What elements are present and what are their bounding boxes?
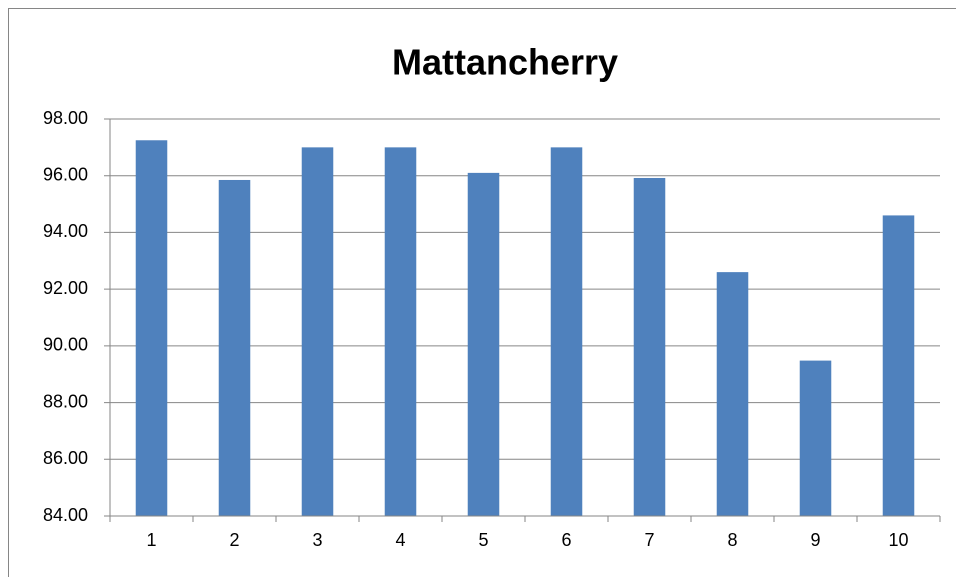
bar (384, 147, 417, 516)
bar (135, 140, 168, 516)
x-tick-label: 3 (312, 530, 322, 550)
bar (882, 215, 915, 516)
bar (467, 172, 500, 516)
y-tick-label: 84.00 (43, 505, 88, 525)
x-tick-label: 6 (561, 530, 571, 550)
bar (799, 360, 832, 516)
bar (633, 177, 666, 517)
y-tick-label: 88.00 (43, 391, 88, 411)
y-tick-label: 94.00 (43, 221, 88, 241)
y-tick-label: 90.00 (43, 335, 88, 355)
x-tick-label: 1 (146, 530, 156, 550)
bar (218, 179, 251, 517)
bar (550, 147, 583, 516)
bar (301, 147, 334, 516)
x-tick-label: 5 (478, 530, 488, 550)
chart-title: Mattancherry (392, 42, 618, 83)
x-tick-label: 4 (395, 530, 405, 550)
y-tick-label: 96.00 (43, 164, 88, 184)
x-tick-label: 9 (810, 530, 820, 550)
x-tick-label: 10 (888, 530, 908, 550)
y-tick-label: 86.00 (43, 448, 88, 468)
x-tick-label: 2 (229, 530, 239, 550)
x-tick-label: 7 (644, 530, 654, 550)
y-tick-label: 92.00 (43, 278, 88, 298)
x-tick-label: 8 (727, 530, 737, 550)
bar (716, 272, 749, 516)
y-tick-label: 98.00 (43, 108, 88, 128)
